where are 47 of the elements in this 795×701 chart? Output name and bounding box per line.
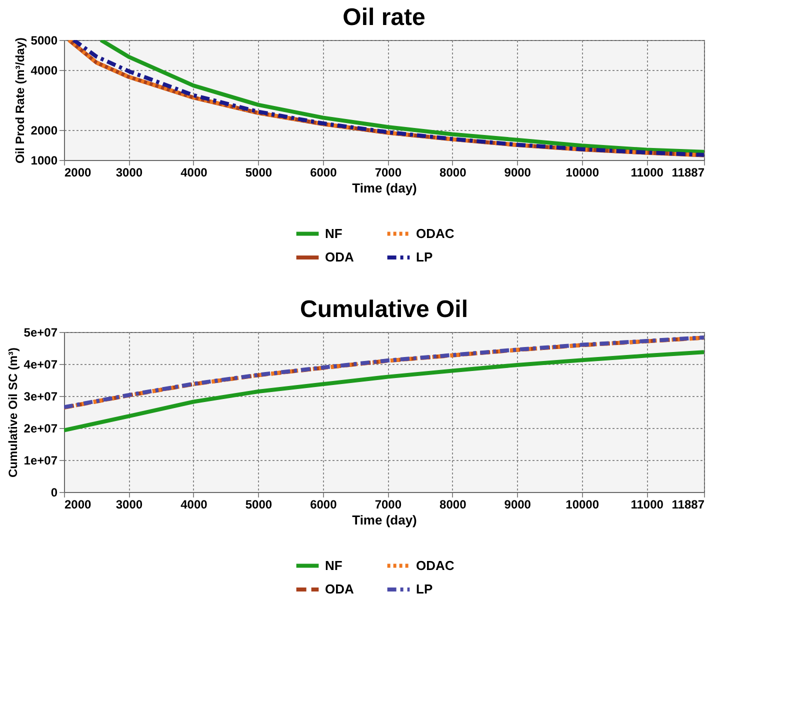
x-tick-label: 7000 bbox=[374, 166, 402, 180]
x-tick-label: 6000 bbox=[310, 166, 338, 180]
legend-label: LP bbox=[416, 582, 433, 596]
legend-label: ODAC bbox=[416, 558, 455, 573]
x-tick-label: 9000 bbox=[504, 498, 532, 512]
x-tick-label: 10000 bbox=[566, 166, 600, 180]
y-tick-label: 2000 bbox=[30, 124, 58, 138]
x-tick-label: 11887 bbox=[672, 166, 705, 180]
legend-label: ODA bbox=[325, 250, 354, 264]
x-axis-title: Time (day) bbox=[352, 180, 417, 196]
x-tick-label: 9000 bbox=[504, 166, 532, 180]
legend-label: ODA bbox=[325, 582, 354, 596]
x-tick-label: 8000 bbox=[440, 166, 467, 180]
y-axis-title: Oil Prod Rate (m³/day) bbox=[12, 37, 27, 164]
y-axis-title: Cumulative Oil SC (m³) bbox=[6, 347, 20, 478]
legend-label: LP bbox=[416, 250, 433, 264]
x-tick-label: 2000 bbox=[64, 166, 92, 180]
x-tick-label: 7000 bbox=[374, 498, 402, 512]
chart-title: Oil rate bbox=[342, 4, 426, 31]
legend-label: NF bbox=[325, 558, 342, 573]
x-tick-label: 11000 bbox=[630, 166, 664, 180]
x-tick-label: 8000 bbox=[440, 498, 467, 512]
y-tick-label: 3e+07 bbox=[24, 390, 58, 404]
legend-label: ODAC bbox=[416, 226, 455, 241]
y-tick-label: 5e+07 bbox=[24, 326, 58, 340]
y-tick-label: 4e+07 bbox=[24, 358, 58, 372]
x-tick-label: 3000 bbox=[116, 498, 143, 512]
y-tick-label: 1000 bbox=[30, 154, 58, 168]
x-tick-label: 5000 bbox=[245, 166, 272, 180]
x-tick-label: 3000 bbox=[116, 166, 143, 180]
x-axis-title: Time (day) bbox=[352, 512, 417, 528]
x-tick-label: 5000 bbox=[245, 498, 272, 512]
x-tick-label: 4000 bbox=[180, 498, 208, 512]
y-tick-label: 4000 bbox=[30, 64, 58, 78]
x-tick-label: 11887 bbox=[672, 498, 705, 512]
x-tick-label: 6000 bbox=[310, 498, 338, 512]
y-tick-label: 2e+07 bbox=[24, 422, 58, 436]
x-tick-label: 2000 bbox=[64, 498, 92, 512]
line-series bbox=[64, 350, 704, 432]
y-tick-label: 5000 bbox=[30, 34, 58, 48]
y-tick-label: 1e+07 bbox=[24, 454, 58, 468]
x-tick-label: 11000 bbox=[630, 498, 664, 512]
x-tick-label: 4000 bbox=[180, 166, 208, 180]
x-tick-label: 10000 bbox=[566, 498, 600, 512]
chart-title: Cumulative Oil bbox=[300, 296, 468, 323]
y-tick-label: 0 bbox=[50, 486, 58, 500]
legend-label: NF bbox=[325, 226, 342, 241]
